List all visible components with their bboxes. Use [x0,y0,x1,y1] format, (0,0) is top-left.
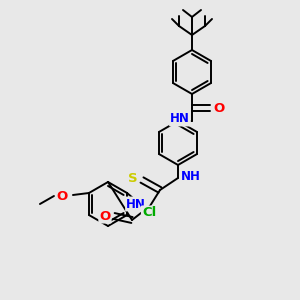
Text: O: O [213,101,225,115]
Text: O: O [56,190,68,202]
Text: HN: HN [126,197,146,211]
Text: S: S [128,172,138,184]
Text: O: O [99,209,111,223]
Text: NH: NH [181,170,201,184]
Text: Cl: Cl [142,206,156,220]
Text: HN: HN [170,112,190,125]
